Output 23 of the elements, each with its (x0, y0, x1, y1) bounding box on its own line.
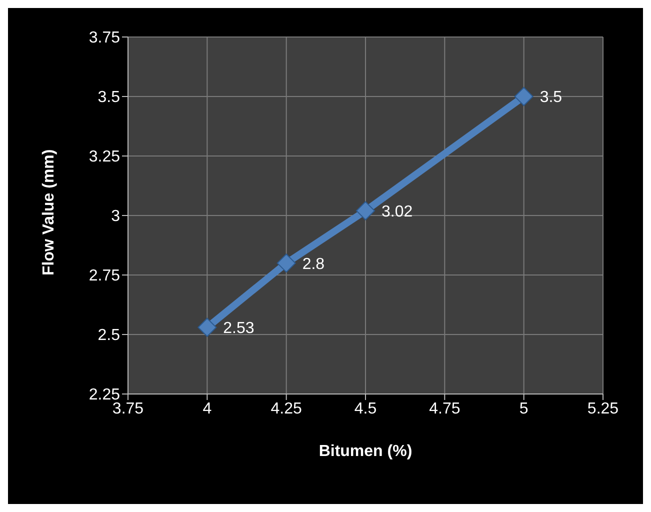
data-label: 3.5 (540, 89, 562, 106)
x-tick-label: 5 (519, 400, 528, 418)
y-tick-label: 2.5 (98, 327, 120, 344)
data-label: 2.8 (302, 256, 325, 273)
x-tick-label: 4.5 (354, 400, 377, 418)
point (356, 201, 375, 220)
x-tick-label: 4 (202, 400, 212, 418)
y-tick-label: 3.75 (88, 30, 120, 47)
point (276, 254, 296, 273)
x-tick-label: 4.75 (429, 400, 460, 418)
y-tick-label: 3 (111, 208, 120, 226)
y-tick-label: 3.5 (98, 89, 120, 106)
point (198, 318, 217, 337)
x-tick-label: 3.75 (112, 400, 144, 418)
x-tick-label: 5.25 (587, 400, 619, 418)
y-tick-label: 3.25 (88, 148, 120, 166)
point (514, 87, 534, 106)
x-tick-label: 4.25 (270, 400, 302, 418)
x-axis-title: Bitumen (%) (318, 443, 412, 460)
y-tick-label: 2.75 (88, 268, 120, 285)
y-axis-title: Flow Value (mm) (40, 149, 58, 276)
data-label: 2.53 (223, 320, 254, 338)
data-label: 3.02 (382, 203, 413, 220)
